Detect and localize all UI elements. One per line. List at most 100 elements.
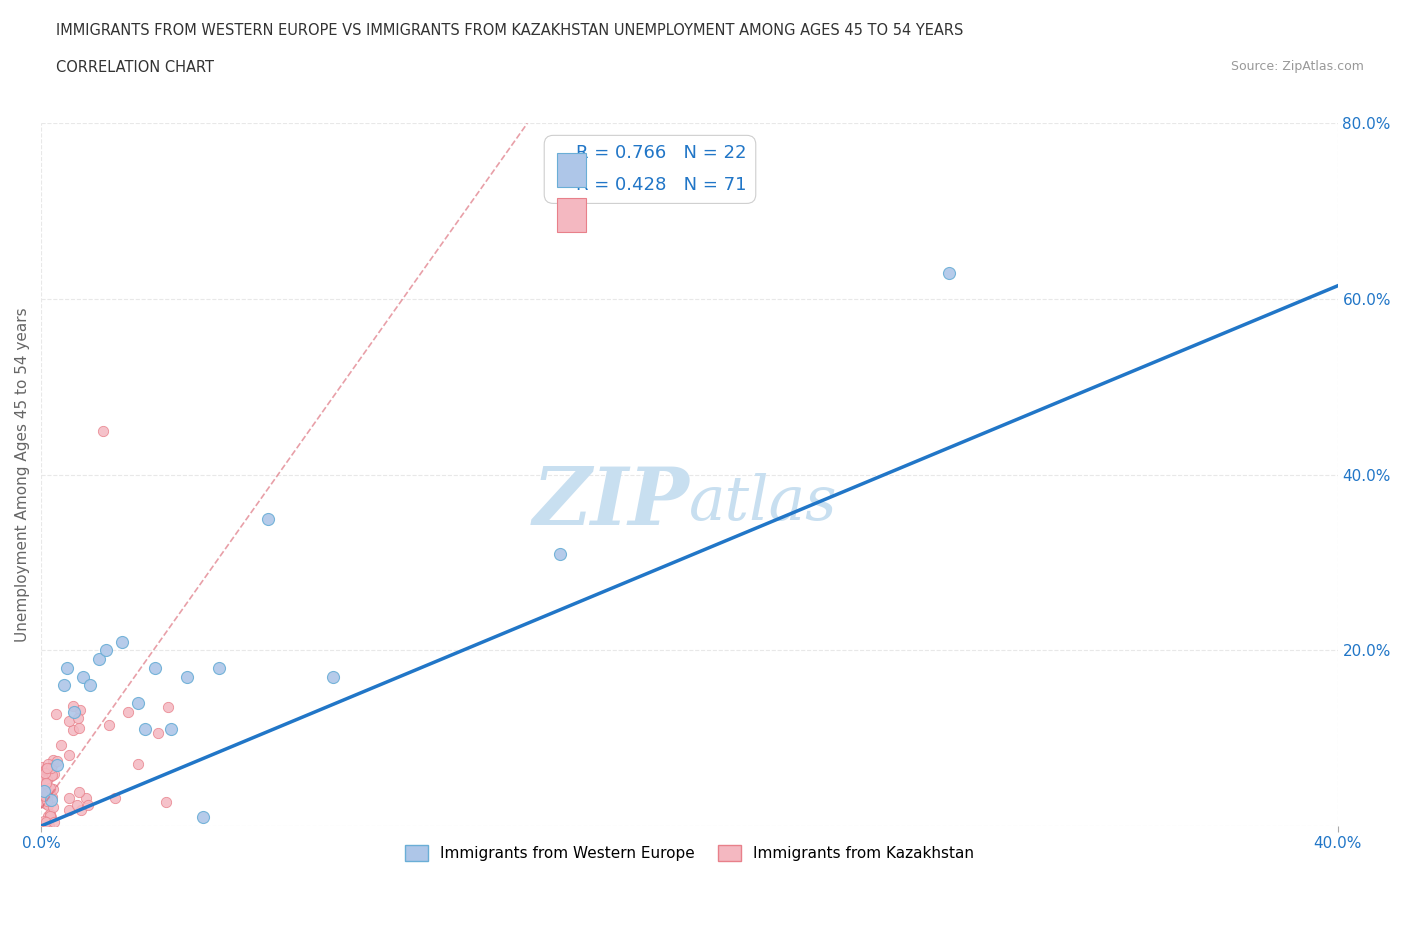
Point — [94, 643, 117, 658]
Point — [31, 760, 53, 775]
Point — [45, 707, 67, 722]
Point — [35, 787, 58, 802]
Point — [32, 816, 55, 830]
Point — [30, 771, 52, 786]
Point — [58, 803, 80, 817]
Point — [67, 711, 90, 725]
Point — [34, 763, 56, 777]
Text: CORRELATION CHART: CORRELATION CHART — [56, 60, 214, 75]
Point — [35, 777, 58, 791]
Point — [72, 670, 94, 684]
Point — [548, 546, 571, 561]
Point — [39, 786, 62, 801]
Point — [37, 763, 59, 777]
Text: atlas: atlas — [689, 472, 838, 533]
Point — [159, 722, 181, 737]
Point — [42, 756, 65, 771]
Point — [42, 752, 65, 767]
Point — [143, 660, 166, 675]
Point — [42, 815, 65, 830]
Point — [34, 783, 56, 798]
Point — [46, 753, 69, 768]
Point — [58, 748, 80, 763]
Point — [148, 725, 170, 740]
Point — [77, 798, 100, 813]
Point — [58, 713, 80, 728]
Point — [37, 789, 59, 804]
Point — [32, 786, 55, 801]
Point — [75, 790, 97, 805]
Y-axis label: Unemployment Among Ages 45 to 54 years: Unemployment Among Ages 45 to 54 years — [15, 307, 30, 642]
Bar — [557, 198, 586, 232]
Point — [35, 764, 58, 778]
Point — [322, 670, 344, 684]
Point — [52, 678, 75, 693]
Point — [34, 796, 56, 811]
Point — [35, 762, 58, 777]
Point — [42, 799, 65, 814]
Point — [117, 705, 139, 720]
Point — [31, 794, 53, 809]
Point — [193, 810, 215, 825]
Point — [127, 756, 149, 771]
Point — [156, 699, 179, 714]
Point — [35, 797, 58, 812]
Text: ZIP: ZIP — [533, 464, 689, 541]
Point — [127, 696, 149, 711]
Point — [39, 807, 62, 822]
Point — [39, 792, 62, 807]
Point — [938, 265, 960, 280]
Point — [66, 798, 89, 813]
Point — [34, 789, 56, 804]
Text: R = 0.766   N = 22
    R = 0.428   N = 71: R = 0.766 N = 22 R = 0.428 N = 71 — [553, 144, 747, 194]
Point — [208, 660, 231, 675]
Bar — [557, 153, 586, 187]
Point — [41, 767, 63, 782]
Point — [62, 723, 84, 737]
Point — [56, 660, 79, 675]
Point — [39, 809, 62, 824]
Point — [37, 793, 59, 808]
Point — [39, 768, 62, 783]
Point — [97, 717, 120, 732]
Point — [67, 785, 90, 800]
Point — [91, 423, 114, 438]
Point — [34, 765, 56, 780]
Point — [62, 704, 84, 719]
Point — [67, 721, 90, 736]
Point — [134, 722, 156, 737]
Point — [62, 698, 84, 713]
Text: IMMIGRANTS FROM WESTERN EUROPE VS IMMIGRANTS FROM KAZAKHSTAN UNEMPLOYMENT AMONG : IMMIGRANTS FROM WESTERN EUROPE VS IMMIGR… — [56, 23, 963, 38]
Point — [35, 761, 58, 776]
Point — [37, 757, 59, 772]
Point — [42, 782, 65, 797]
Point — [104, 790, 127, 805]
Text: Source: ZipAtlas.com: Source: ZipAtlas.com — [1230, 60, 1364, 73]
Point — [31, 785, 53, 800]
Point — [69, 803, 91, 817]
Point — [89, 652, 111, 667]
Point — [155, 795, 177, 810]
Point — [69, 703, 91, 718]
Point — [49, 737, 72, 752]
Point — [176, 670, 198, 684]
Point — [39, 761, 62, 776]
Legend: Immigrants from Western Europe, Immigrants from Kazakhstan: Immigrants from Western Europe, Immigran… — [399, 840, 980, 868]
Point — [257, 512, 280, 526]
Point — [58, 791, 80, 806]
Point — [111, 634, 134, 649]
Point — [31, 764, 53, 779]
Point — [38, 763, 60, 777]
Point — [42, 766, 65, 781]
Point — [38, 808, 60, 823]
Point — [37, 809, 59, 824]
Point — [34, 815, 56, 830]
Point — [79, 678, 101, 693]
Point — [35, 786, 58, 801]
Point — [32, 814, 55, 829]
Point — [46, 757, 69, 772]
Point — [37, 797, 59, 812]
Point — [38, 780, 60, 795]
Point — [37, 784, 59, 799]
Point — [38, 818, 60, 833]
